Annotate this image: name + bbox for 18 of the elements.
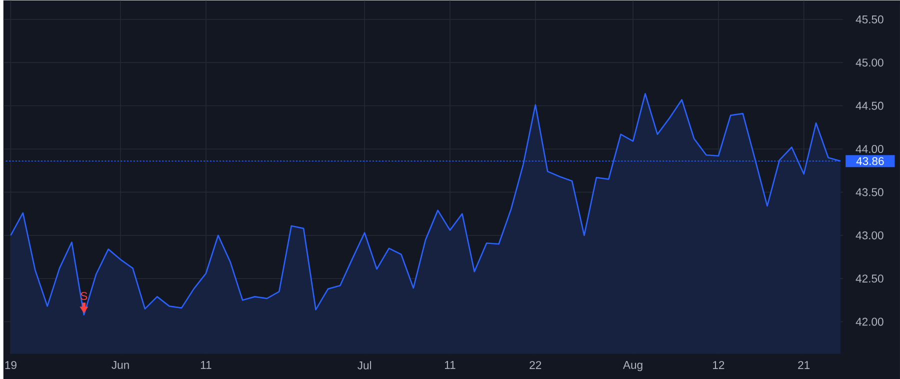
y-tick-label: 42.00 [856, 318, 884, 326]
x-tick-label: 21 [798, 361, 810, 369]
y-tick-label: 44.00 [856, 145, 884, 153]
y-tick-label: 45.00 [856, 58, 884, 67]
y-tick-label: 44.50 [856, 102, 884, 110]
x-tick-label: Aug [622, 361, 642, 372]
x-tick-label: 12 [713, 361, 724, 369]
x-tick-label: 22 [530, 361, 542, 369]
y-tick-label: 42.50 [856, 274, 884, 283]
x-tick-label: 11 [200, 361, 212, 369]
x-tick-label: Jul [358, 361, 372, 370]
x-tick-label: 11 [444, 361, 456, 369]
x-tick-label: Jun [112, 361, 129, 369]
y-tick-label: 43.50 [856, 188, 884, 196]
y-tick-label: 45.50 [856, 15, 884, 24]
ref-line-label: 43.86 [856, 157, 884, 166]
x-tick-label: 19 [5, 361, 16, 370]
y-tick-label: 43.00 [856, 231, 884, 240]
